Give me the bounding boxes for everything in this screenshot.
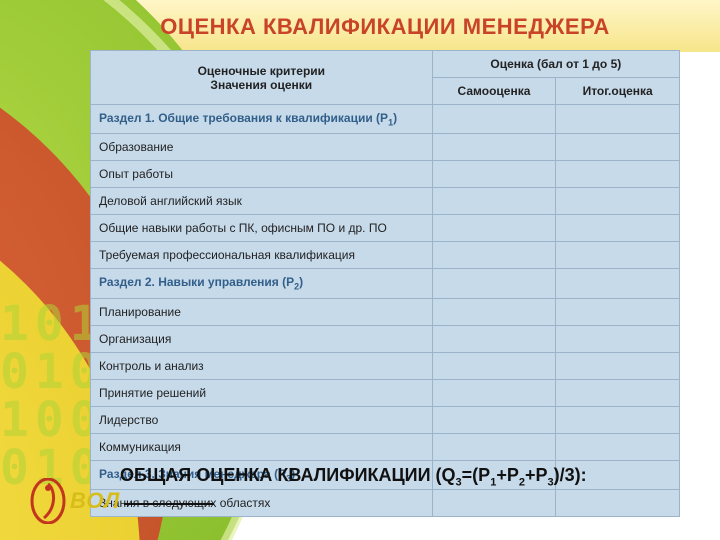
final-score-cell	[556, 298, 680, 325]
self-score-cell	[432, 298, 556, 325]
evaluation-table: Оценочные критерии Значения оценки Оценк…	[90, 50, 680, 517]
th-criteria: Оценочные критерии Значения оценки	[91, 51, 433, 105]
criteria-cell: Коммуникация	[91, 433, 433, 460]
table-body: Раздел 1. Общие требования к квалификаци…	[91, 105, 680, 517]
final-score-cell	[556, 269, 680, 298]
self-score-cell	[432, 406, 556, 433]
criteria-cell: Контроль и анализ	[91, 352, 433, 379]
criteria-cell: Требуемая профессиональная квалификация	[91, 242, 433, 269]
criteria-cell: Общие навыки работы с ПК, офисным ПО и д…	[91, 215, 433, 242]
criteria-cell: Опыт работы	[91, 161, 433, 188]
table-row: Образование	[91, 134, 680, 161]
final-score-cell	[556, 379, 680, 406]
final-score-cell	[556, 325, 680, 352]
final-score-cell	[556, 161, 680, 188]
self-score-cell	[432, 215, 556, 242]
self-score-cell	[432, 352, 556, 379]
criteria-cell: Образование	[91, 134, 433, 161]
criteria-cell: Организация	[91, 325, 433, 352]
final-score-cell	[556, 406, 680, 433]
final-score-cell	[556, 215, 680, 242]
logo: ВОЛ	[30, 478, 120, 524]
page-title: ОЦЕНКА КВАЛИФИКАЦИИ МЕНЕДЖЕРА	[90, 14, 680, 40]
final-score-cell	[556, 134, 680, 161]
table-row: Лидерство	[91, 406, 680, 433]
table-row: Планирование	[91, 298, 680, 325]
final-score-cell	[556, 242, 680, 269]
table-row: Раздел 1. Общие требования к квалификаци…	[91, 105, 680, 134]
overall-formula: ОБЩАЯ ОЦЕНКА КВАЛИФИКАЦИИ (Q3=(P1+P2+P3)…	[120, 465, 680, 510]
table-row: Деловой английский язык	[91, 188, 680, 215]
th-final: Итог.оценка	[556, 78, 680, 105]
final-score-cell	[556, 188, 680, 215]
criteria-cell: Планирование	[91, 298, 433, 325]
table-row: Требуемая профессиональная квалификация	[91, 242, 680, 269]
criteria-cell: Принятие решений	[91, 379, 433, 406]
table-row: Принятие решений	[91, 379, 680, 406]
final-score-cell	[556, 433, 680, 460]
table-row: Опыт работы	[91, 161, 680, 188]
table-row: Общие навыки работы с ПК, офисным ПО и д…	[91, 215, 680, 242]
content: ОЦЕНКА КВАЛИФИКАЦИИ МЕНЕДЖЕРА Оценочные …	[90, 14, 680, 517]
th-criteria-l2: Значения оценки	[210, 78, 312, 92]
final-score-cell	[556, 105, 680, 134]
th-criteria-l1: Оценочные критерии	[198, 64, 325, 78]
table-row: Раздел 2. Навыки управления (P2)	[91, 269, 680, 298]
self-score-cell	[432, 188, 556, 215]
th-self: Самооценка	[432, 78, 556, 105]
logo-icon	[30, 478, 66, 524]
self-score-cell	[432, 161, 556, 188]
overall-blank	[124, 503, 214, 505]
self-score-cell	[432, 134, 556, 161]
self-score-cell	[432, 379, 556, 406]
criteria-cell: Деловой английский язык	[91, 188, 433, 215]
self-score-cell	[432, 433, 556, 460]
final-score-cell	[556, 352, 680, 379]
self-score-cell	[432, 269, 556, 298]
self-score-cell	[432, 242, 556, 269]
section-cell: Раздел 2. Навыки управления (P2)	[91, 269, 433, 298]
table-row: Контроль и анализ	[91, 352, 680, 379]
table-row: Организация	[91, 325, 680, 352]
criteria-cell: Лидерство	[91, 406, 433, 433]
th-score-span: Оценка (бал от 1 до 5)	[432, 51, 679, 78]
self-score-cell	[432, 105, 556, 134]
section-cell: Раздел 1. Общие требования к квалификаци…	[91, 105, 433, 134]
table-row: Коммуникация	[91, 433, 680, 460]
self-score-cell	[432, 325, 556, 352]
logo-text: ВОЛ	[70, 488, 120, 514]
